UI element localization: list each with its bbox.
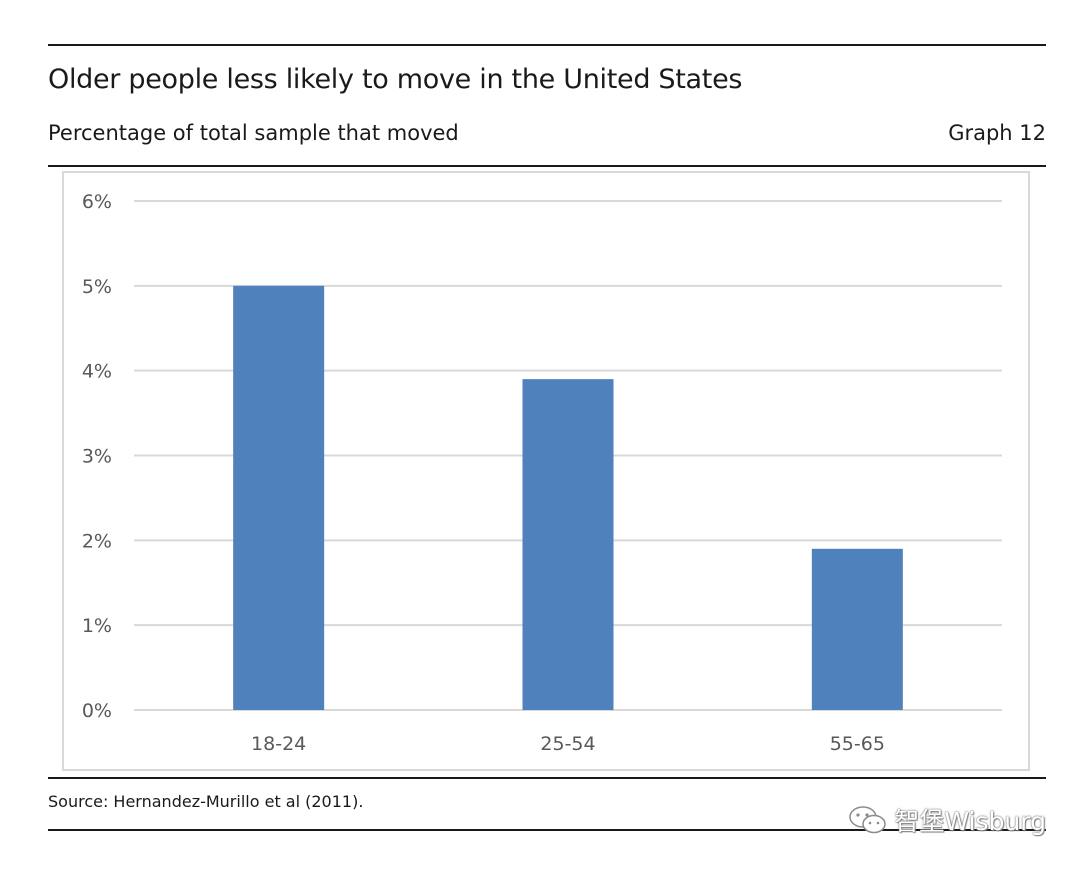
wechat-icon bbox=[849, 806, 887, 834]
y-tick-label: 3% bbox=[82, 446, 112, 468]
bar-55-65 bbox=[811, 548, 903, 710]
y-tick-label: 4% bbox=[82, 361, 112, 383]
chart-frame: 0% 1% 2% 3% 4% 5% 6% 18-24 25-54 55-65 bbox=[62, 171, 1030, 771]
watermark: 智堡Wisburg bbox=[848, 803, 1046, 837]
x-tick-label: 25-54 bbox=[540, 733, 595, 755]
bar-chart: 0% 1% 2% 3% 4% 5% 6% 18-24 25-54 55-65 bbox=[82, 191, 1002, 755]
x-tick-label: 18-24 bbox=[251, 733, 306, 755]
chart-subtitle: Percentage of total sample that moved bbox=[48, 121, 459, 145]
y-tick-label: 5% bbox=[82, 276, 112, 298]
watermark-text: 智堡Wisburg bbox=[894, 807, 1046, 836]
y-tick-label: 0% bbox=[82, 700, 112, 722]
bar-18-24 bbox=[233, 285, 325, 710]
x-tick-label: 55-65 bbox=[830, 733, 885, 755]
top-rule bbox=[48, 44, 1046, 46]
y-tick-label: 6% bbox=[82, 191, 112, 213]
y-tick-label: 2% bbox=[82, 530, 112, 552]
graph-number: Graph 12 bbox=[948, 121, 1046, 145]
footer-rule-lower bbox=[48, 829, 1046, 831]
source-note: Source: Hernandez-Murillo et al (2011). bbox=[48, 792, 364, 811]
bar-25-54 bbox=[522, 379, 614, 710]
y-tick-label: 1% bbox=[82, 615, 112, 637]
header-rule bbox=[48, 165, 1046, 167]
chart-title: Older people less likely to move in the … bbox=[48, 64, 743, 95]
footer-rule-upper bbox=[48, 777, 1046, 779]
